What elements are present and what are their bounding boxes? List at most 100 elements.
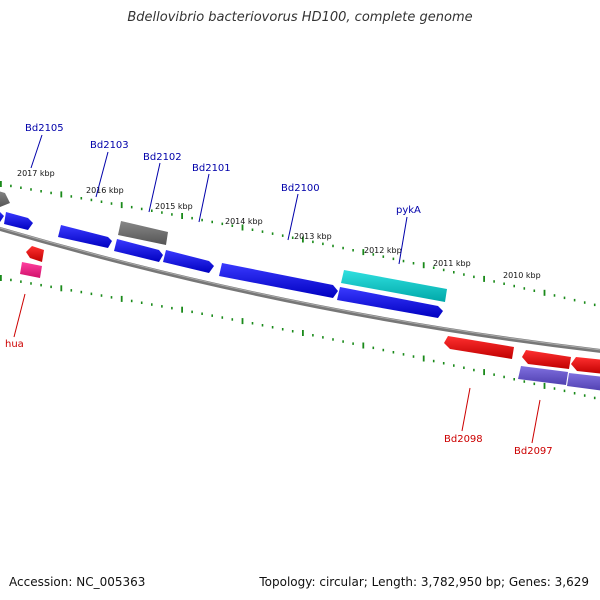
minor-tick xyxy=(10,184,12,188)
minor-tick xyxy=(583,301,586,304)
gene-feature[interactable] xyxy=(0,190,10,207)
minor-tick xyxy=(110,296,113,299)
minor-tick xyxy=(231,318,234,321)
minor-tick xyxy=(30,282,32,285)
minor-tick xyxy=(40,190,42,193)
gene-label[interactable]: Bd2105 xyxy=(25,123,64,134)
major-tick xyxy=(60,191,63,198)
tick-label: 2014 kbp xyxy=(225,217,263,226)
major-tick xyxy=(362,249,365,256)
minor-tick xyxy=(10,278,12,282)
minor-tick xyxy=(503,375,505,379)
gene-feature-bd2100[interactable] xyxy=(219,263,338,298)
genome-backbone-highlight xyxy=(0,227,600,351)
minor-tick xyxy=(312,240,314,244)
minor-tick xyxy=(402,259,405,263)
tick-label: 2012 kbp xyxy=(364,246,402,255)
gene-feature[interactable] xyxy=(571,357,600,374)
minor-tick xyxy=(281,234,284,237)
minor-tick xyxy=(50,191,52,195)
gene-feature[interactable] xyxy=(337,287,443,318)
minor-tick xyxy=(191,216,193,220)
gene-label[interactable]: Bd2100 xyxy=(281,183,320,194)
minor-tick xyxy=(513,378,515,381)
gene-label[interactable]: Bd2098 xyxy=(444,434,483,445)
minor-tick xyxy=(533,289,536,292)
major-tick xyxy=(60,285,63,292)
minor-tick xyxy=(473,368,475,372)
tick-label: 2017 kbp xyxy=(17,169,55,178)
minor-tick xyxy=(191,310,193,314)
gene-label[interactable]: pykA xyxy=(396,205,421,216)
gene-feature-pyka[interactable] xyxy=(341,270,447,302)
minor-tick xyxy=(553,294,556,297)
minor-tick xyxy=(412,262,415,265)
minor-tick xyxy=(392,351,395,354)
tick-label: 2013 kbp xyxy=(294,232,332,241)
minor-tick xyxy=(130,299,133,303)
gene-label[interactable]: Bd2102 xyxy=(143,152,182,163)
major-tick xyxy=(0,275,2,281)
minor-tick xyxy=(442,362,445,365)
gene-label[interactable]: Bd2097 xyxy=(514,446,553,457)
gene-feature[interactable] xyxy=(0,210,4,222)
minor-tick xyxy=(161,211,163,214)
minor-tick xyxy=(20,280,22,283)
gene-feature-other[interactable] xyxy=(518,366,568,385)
minor-tick xyxy=(140,207,143,211)
map-title: Bdellovibrio bacteriovorus HD100, comple… xyxy=(127,10,473,25)
gene-feature-bd2097[interactable] xyxy=(522,350,571,369)
major-tick xyxy=(241,318,244,325)
gene-label[interactable]: Bd2101 xyxy=(192,163,231,174)
gene-feature-bd2103[interactable] xyxy=(58,225,112,248)
gene-label[interactable]: hua xyxy=(5,339,24,350)
gene-feature-bd2101[interactable] xyxy=(163,250,214,273)
gene-label[interactable]: Bd2103 xyxy=(90,140,129,151)
minor-tick xyxy=(372,346,375,350)
major-tick xyxy=(483,275,485,282)
minor-tick xyxy=(291,236,294,239)
major-tick xyxy=(181,213,183,219)
minor-tick xyxy=(583,394,586,397)
upper-tick-ring xyxy=(0,181,596,307)
minor-tick xyxy=(261,230,264,233)
gene-feature-other[interactable] xyxy=(567,373,600,391)
minor-tick xyxy=(110,202,113,205)
gene-feature-bd2102[interactable] xyxy=(114,239,163,262)
minor-tick xyxy=(221,222,224,226)
lower-tick-ring xyxy=(0,275,596,400)
minor-tick xyxy=(342,340,344,343)
minor-tick xyxy=(503,282,505,285)
gene-feature-pseudo[interactable] xyxy=(118,221,168,245)
minor-tick xyxy=(151,303,153,306)
minor-tick xyxy=(342,246,344,250)
minor-tick xyxy=(563,296,566,300)
gene-feature-rna[interactable] xyxy=(20,262,42,278)
gene-feature-bd2105[interactable] xyxy=(4,212,33,230)
major-tick xyxy=(241,224,244,231)
major-tick xyxy=(302,330,304,336)
minor-tick xyxy=(322,242,324,246)
minor-tick xyxy=(50,285,52,289)
major-tick xyxy=(543,382,546,389)
label-leaders xyxy=(13,134,541,444)
gene-feature-bd2098[interactable] xyxy=(444,336,514,359)
minor-tick xyxy=(573,298,576,302)
minor-tick xyxy=(463,273,465,276)
tick-label: 2010 kbp xyxy=(503,271,541,280)
minor-tick xyxy=(261,324,264,327)
major-tick xyxy=(543,289,546,296)
major-tick xyxy=(302,236,304,243)
minor-tick xyxy=(201,218,203,222)
minor-tick xyxy=(493,280,495,283)
minor-tick xyxy=(271,232,274,235)
minor-tick xyxy=(352,342,354,345)
minor-tick xyxy=(130,205,133,209)
major-tick xyxy=(422,262,425,269)
gene-feature-hua[interactable] xyxy=(26,246,44,262)
tick-label: 2016 kbp xyxy=(86,186,124,195)
tick-label: 2011 kbp xyxy=(433,259,471,268)
minor-tick xyxy=(453,364,455,367)
minor-tick xyxy=(372,253,375,256)
